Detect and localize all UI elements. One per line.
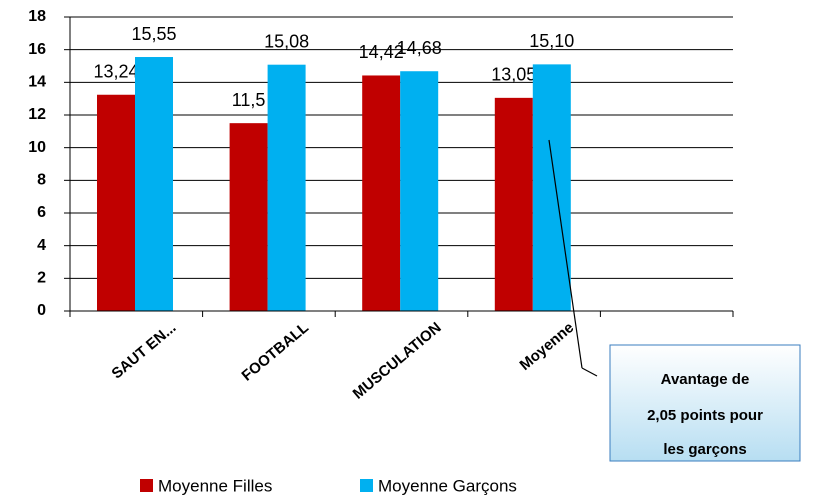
y-tick-label: 4 — [37, 237, 46, 254]
annotation-box — [609, 344, 801, 462]
y-tick-label: 8 — [37, 172, 46, 189]
bar — [229, 123, 268, 312]
bar — [532, 64, 571, 311]
bar — [362, 75, 401, 312]
value-label: 15,08 — [264, 31, 309, 51]
y-tick-label: 14 — [28, 74, 46, 91]
value-label: 13,24 — [93, 61, 138, 81]
value-label: 15,10 — [529, 31, 574, 51]
y-tick-label: 10 — [28, 139, 46, 156]
annotation-pointer — [548, 139, 583, 369]
y-tick-label: 12 — [28, 106, 46, 123]
legend-swatch — [140, 479, 153, 492]
value-label: 13,05 — [491, 65, 536, 85]
annotation-text: Avantage de — [661, 371, 750, 388]
legend-swatch — [360, 479, 373, 492]
y-tick-label: 0 — [37, 302, 46, 319]
y-tick-label: 16 — [28, 41, 46, 58]
annotation-pointer — [581, 367, 598, 377]
bar — [494, 97, 533, 311]
annotation-text: les garçons — [663, 441, 746, 458]
y-tick-label: 18 — [28, 8, 46, 25]
value-label: 14,42 — [359, 42, 404, 62]
legend-label: Moyenne Filles — [158, 476, 272, 495]
annotation-text: 2,05 points pour — [647, 407, 763, 424]
bar — [97, 94, 135, 311]
bar — [267, 64, 306, 312]
y-tick-label: 2 — [37, 270, 46, 287]
value-label: 15,55 — [131, 24, 176, 44]
value-label: 14,68 — [397, 38, 442, 58]
y-tick-label: 6 — [37, 204, 46, 221]
bar — [400, 71, 439, 311]
bar — [135, 57, 173, 312]
value-label: 11,5 — [232, 90, 266, 110]
legend-label: Moyenne Garçons — [378, 476, 517, 495]
